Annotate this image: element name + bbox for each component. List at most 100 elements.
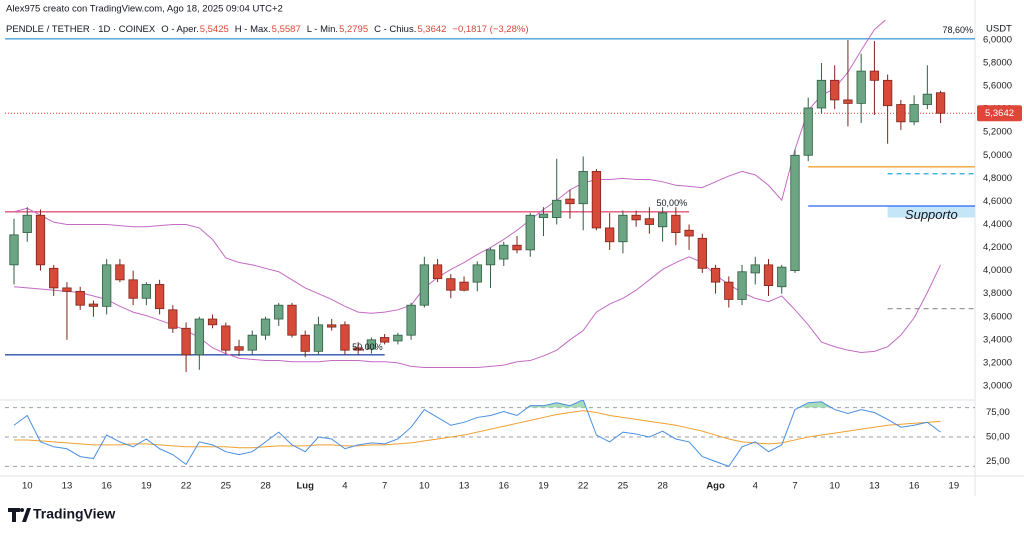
rsi-line <box>13 400 941 467</box>
candle-body <box>115 264 125 281</box>
candle-body <box>327 324 337 328</box>
candle-body <box>221 325 231 351</box>
support-zone <box>887 206 975 218</box>
y-tick-label: 5,0000 <box>983 150 1012 161</box>
y-tick-label: 3,0000 <box>983 380 1012 391</box>
y-tick-label: 3,2000 <box>983 357 1012 368</box>
symbol-header: PENDLE / TETHER · 1D · COINEX O - Aper.5,… <box>6 24 528 35</box>
candle-body <box>260 318 271 336</box>
candle-body <box>565 198 575 205</box>
x-tick-label: 10 <box>22 481 33 492</box>
x-tick-label: 16 <box>909 481 920 492</box>
candle-body <box>313 324 324 352</box>
level-label: 50,00% <box>352 342 383 352</box>
candle-body <box>591 171 602 229</box>
y-tick-label: 5,6000 <box>983 81 1012 92</box>
candle-body <box>869 70 880 81</box>
x-tick-label: 19 <box>538 481 549 492</box>
header-item: L - Min. <box>307 24 338 35</box>
brand: TradingView <box>33 506 115 522</box>
candle-body <box>605 227 615 243</box>
x-tick-label: 28 <box>260 481 271 492</box>
x-tick-label: 25 <box>221 481 232 492</box>
candle-body <box>684 229 694 237</box>
x-tick-label: 16 <box>101 481 112 492</box>
candle-body <box>141 284 152 299</box>
candle-body <box>168 309 178 329</box>
candle-body <box>538 213 549 218</box>
candle-body <box>9 234 19 266</box>
y-tick-label: 5,8000 <box>983 58 1012 69</box>
x-tick-label: 7 <box>792 481 797 492</box>
x-tick-label: 19 <box>141 481 152 492</box>
candle-body <box>459 281 469 291</box>
x-tick-label: Lug <box>297 481 315 492</box>
rsi-pane <box>5 400 975 467</box>
candle-body <box>671 214 681 233</box>
candle-body <box>525 214 535 251</box>
candle-body <box>102 264 112 307</box>
candle-body <box>128 279 138 299</box>
header-item: 5,3642 <box>417 24 446 35</box>
header-item: 5,5587 <box>272 24 301 35</box>
credit: Alex975 creato con TradingView.com, Ago … <box>6 4 283 15</box>
x-tick-label: 16 <box>498 481 509 492</box>
candle-body <box>552 199 562 218</box>
currency: USDT <box>986 24 1012 35</box>
y-tick-label: 3,6000 <box>983 311 1012 322</box>
x-tick-label: 13 <box>869 481 880 492</box>
candle-body <box>75 290 85 306</box>
y-tick-label: 3,4000 <box>983 334 1012 345</box>
candle-body <box>935 92 946 114</box>
x-tick-label: 22 <box>578 481 589 492</box>
candle-body <box>207 318 218 326</box>
candle-body <box>366 339 377 350</box>
candle-body <box>154 284 165 310</box>
candle-body <box>300 334 310 352</box>
candle-body <box>724 281 734 300</box>
x-tick-label: 7 <box>382 481 387 492</box>
x-tick-label: 4 <box>753 481 758 492</box>
x-tick-label: 22 <box>181 481 192 492</box>
candle-body <box>816 79 827 109</box>
y-tick-label: 5,2000 <box>983 127 1012 138</box>
candle-body <box>790 154 800 272</box>
candle-body <box>432 264 443 280</box>
y-tick-label: 4,8000 <box>983 173 1012 184</box>
header-item: C - Chius. <box>374 24 416 35</box>
candle-body <box>883 79 893 107</box>
candle-body <box>446 278 456 291</box>
y-tick-label: 4,6000 <box>983 196 1012 207</box>
candle-body <box>750 264 760 274</box>
candle-body <box>379 337 390 343</box>
candle-body <box>697 237 707 269</box>
candle-body <box>830 79 840 101</box>
x-tick-label: Ago <box>706 481 725 492</box>
x-tick-label: 28 <box>657 481 668 492</box>
bollinger-band <box>13 20 887 314</box>
header-item: O - Aper. <box>161 24 199 35</box>
candle-body <box>578 171 588 205</box>
candle-body <box>843 99 853 104</box>
level-label: 50,00% <box>657 198 688 208</box>
candle-body <box>710 267 721 283</box>
y-tick-label: 4,4000 <box>983 219 1012 230</box>
y-tick-label: 6,0000 <box>983 34 1012 45</box>
candle-body <box>62 287 72 292</box>
candle-body <box>644 218 655 225</box>
y-tick-label: 4,2000 <box>983 242 1012 253</box>
rsi-tick-label: 75,00 <box>986 407 1010 418</box>
candle-body <box>393 334 403 342</box>
overbought-fill <box>14 400 941 408</box>
y-tick-label: 3,8000 <box>983 288 1012 299</box>
rsi-tick-label: 50,00 <box>986 432 1010 443</box>
candle-body <box>499 244 509 260</box>
y-tick-label: 4,0000 <box>983 265 1012 276</box>
rsi-tick-label: 25,00 <box>986 456 1010 467</box>
x-tick-label: 19 <box>949 481 960 492</box>
x-tick-label: 10 <box>419 481 430 492</box>
candle-body <box>234 346 244 351</box>
x-tick-label: 13 <box>62 481 73 492</box>
candle-body <box>472 264 482 283</box>
